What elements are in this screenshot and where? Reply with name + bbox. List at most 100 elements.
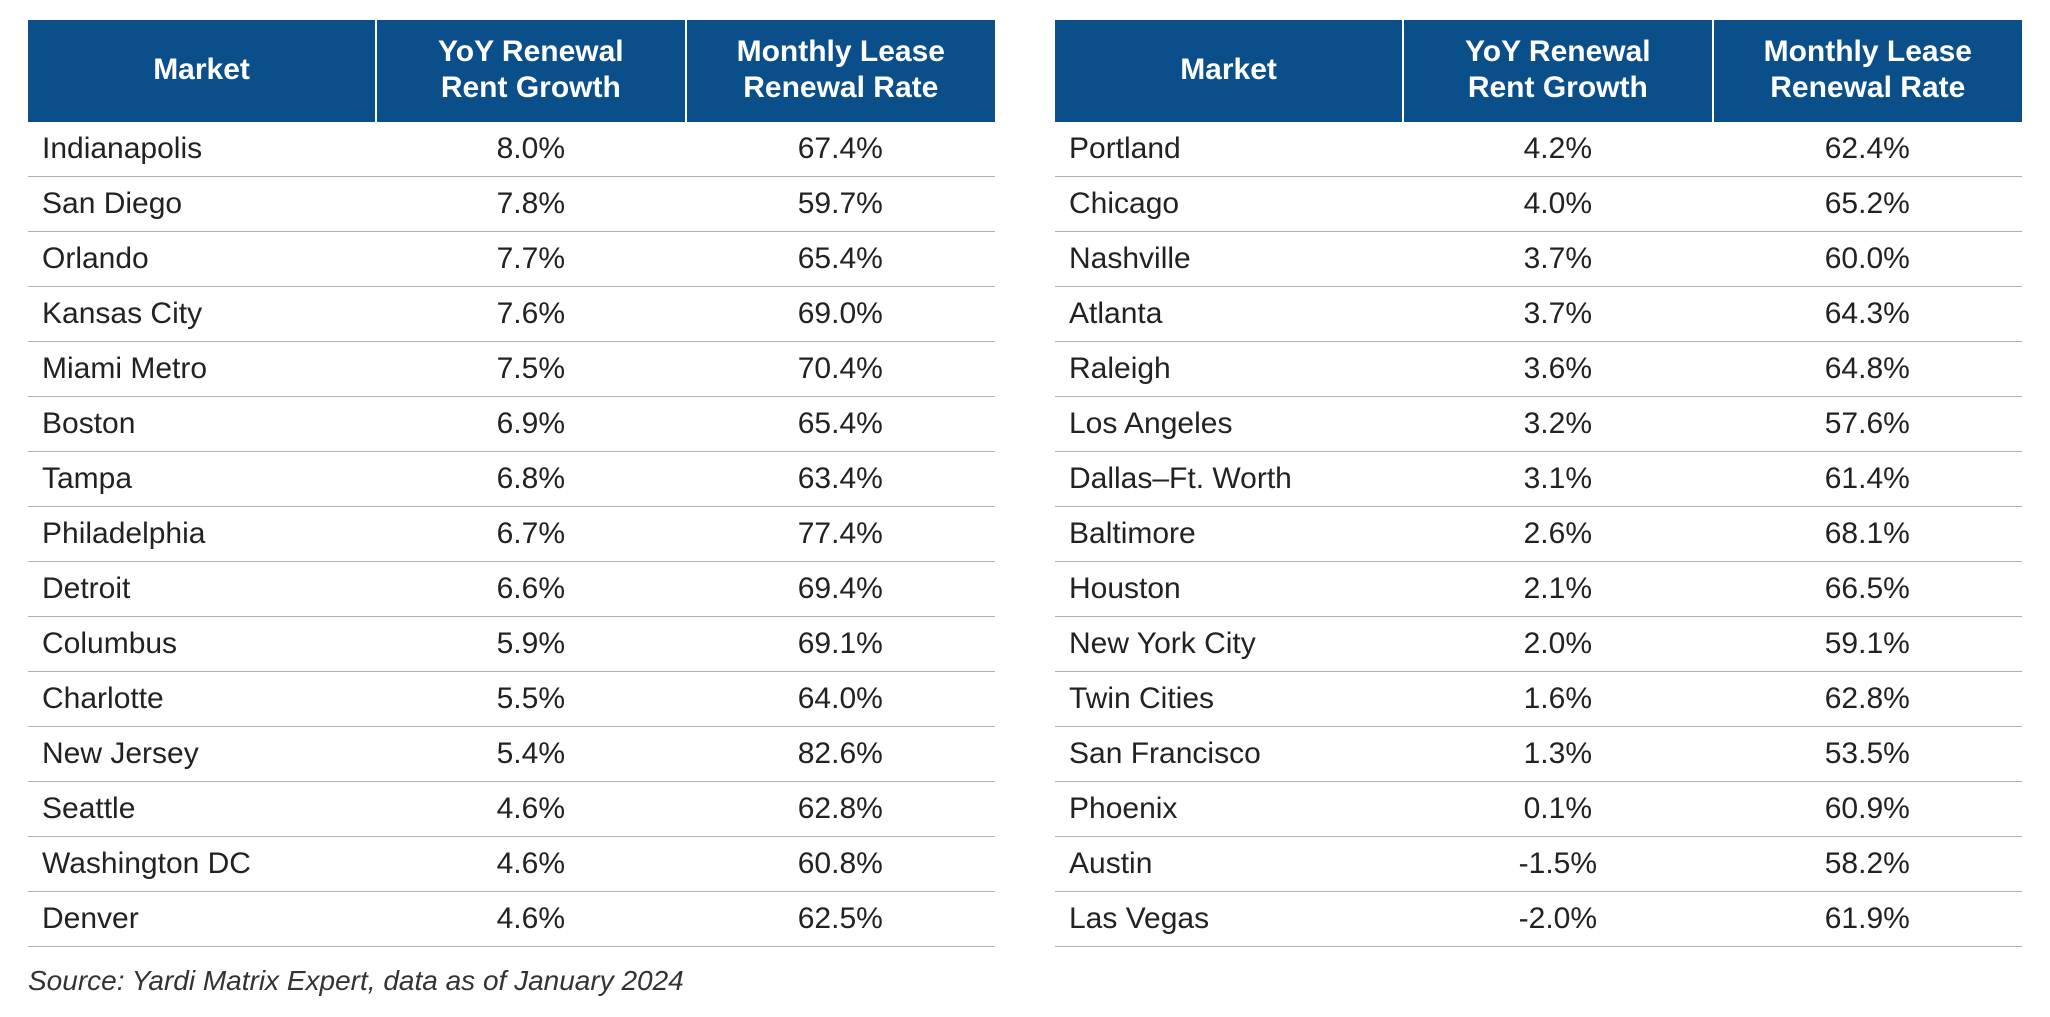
cell-market: Phoenix <box>1055 782 1403 837</box>
table-body-left: Indianapolis8.0%67.4%San Diego7.8%59.7%O… <box>28 122 995 947</box>
table-row: New York City2.0%59.1% <box>1055 617 2022 672</box>
cell-market: Portland <box>1055 122 1403 177</box>
table-row: Columbus5.9%69.1% <box>28 617 995 672</box>
cell-growth: 7.8% <box>376 177 685 232</box>
cell-growth: 1.6% <box>1403 672 1712 727</box>
table-row: Houston2.1%66.5% <box>1055 562 2022 617</box>
cell-growth: 4.0% <box>1403 177 1712 232</box>
table-row: Los Angeles3.2%57.6% <box>1055 397 2022 452</box>
cell-rate: 62.5% <box>686 892 995 947</box>
cell-growth: 0.1% <box>1403 782 1712 837</box>
cell-rate: 68.1% <box>1713 507 2022 562</box>
cell-market: Seattle <box>28 782 376 837</box>
cell-rate: 67.4% <box>686 122 995 177</box>
cell-market: Detroit <box>28 562 376 617</box>
table-header: Market YoY RenewalRent Growth Monthly Le… <box>1055 20 2022 122</box>
cell-rate: 64.3% <box>1713 287 2022 342</box>
table-row: Portland4.2%62.4% <box>1055 122 2022 177</box>
cell-growth: 8.0% <box>376 122 685 177</box>
cell-growth: 2.6% <box>1403 507 1712 562</box>
table-body-right: Portland4.2%62.4%Chicago4.0%65.2%Nashvil… <box>1055 122 2022 947</box>
cell-market: Washington DC <box>28 837 376 892</box>
table-row: Orlando7.7%65.4% <box>28 232 995 287</box>
cell-growth: 2.1% <box>1403 562 1712 617</box>
table-row: Raleigh3.6%64.8% <box>1055 342 2022 397</box>
cell-rate: 58.2% <box>1713 837 2022 892</box>
table-row: Indianapolis8.0%67.4% <box>28 122 995 177</box>
col-header-market: Market <box>28 20 376 122</box>
table-row: Washington DC4.6%60.8% <box>28 837 995 892</box>
cell-rate: 53.5% <box>1713 727 2022 782</box>
cell-market: New Jersey <box>28 727 376 782</box>
cell-rate: 59.1% <box>1713 617 2022 672</box>
col-header-market: Market <box>1055 20 1403 122</box>
cell-growth: -2.0% <box>1403 892 1712 947</box>
cell-growth: 5.4% <box>376 727 685 782</box>
cell-market: Austin <box>1055 837 1403 892</box>
market-table-left: Market YoY RenewalRent Growth Monthly Le… <box>28 20 995 947</box>
cell-growth: 3.7% <box>1403 287 1712 342</box>
cell-rate: 66.5% <box>1713 562 2022 617</box>
cell-market: New York City <box>1055 617 1403 672</box>
cell-rate: 60.9% <box>1713 782 2022 837</box>
table-row: Miami Metro7.5%70.4% <box>28 342 995 397</box>
cell-growth: 5.5% <box>376 672 685 727</box>
cell-market: Boston <box>28 397 376 452</box>
table-row: Boston6.9%65.4% <box>28 397 995 452</box>
cell-market: Charlotte <box>28 672 376 727</box>
cell-growth: 1.3% <box>1403 727 1712 782</box>
col-header-rate: Monthly LeaseRenewal Rate <box>686 20 995 122</box>
table-row: Detroit6.6%69.4% <box>28 562 995 617</box>
cell-growth: 4.6% <box>376 782 685 837</box>
cell-growth: 7.7% <box>376 232 685 287</box>
table-row: Dallas–Ft. Worth3.1%61.4% <box>1055 452 2022 507</box>
table-header: Market YoY RenewalRent Growth Monthly Le… <box>28 20 995 122</box>
cell-rate: 65.2% <box>1713 177 2022 232</box>
cell-growth: 7.6% <box>376 287 685 342</box>
cell-growth: 4.6% <box>376 892 685 947</box>
cell-market: Las Vegas <box>1055 892 1403 947</box>
cell-rate: 60.8% <box>686 837 995 892</box>
cell-market: Indianapolis <box>28 122 376 177</box>
table-row: San Francisco1.3%53.5% <box>1055 727 2022 782</box>
cell-market: Dallas–Ft. Worth <box>1055 452 1403 507</box>
cell-growth: 6.9% <box>376 397 685 452</box>
cell-market: Raleigh <box>1055 342 1403 397</box>
cell-market: Denver <box>28 892 376 947</box>
cell-rate: 60.0% <box>1713 232 2022 287</box>
col-header-growth: YoY RenewalRent Growth <box>376 20 685 122</box>
cell-market: Miami Metro <box>28 342 376 397</box>
cell-growth: 3.7% <box>1403 232 1712 287</box>
cell-market: San Diego <box>28 177 376 232</box>
col-header-growth: YoY RenewalRent Growth <box>1403 20 1712 122</box>
cell-rate: 61.4% <box>1713 452 2022 507</box>
tables-container: Market YoY RenewalRent Growth Monthly Le… <box>28 20 2022 947</box>
cell-market: Columbus <box>28 617 376 672</box>
cell-rate: 65.4% <box>686 232 995 287</box>
table-row: Phoenix0.1%60.9% <box>1055 782 2022 837</box>
cell-rate: 69.0% <box>686 287 995 342</box>
table-row: Atlanta3.7%64.3% <box>1055 287 2022 342</box>
cell-rate: 62.8% <box>686 782 995 837</box>
cell-market: Kansas City <box>28 287 376 342</box>
table-row: Charlotte5.5%64.0% <box>28 672 995 727</box>
cell-rate: 62.8% <box>1713 672 2022 727</box>
cell-market: Nashville <box>1055 232 1403 287</box>
cell-rate: 61.9% <box>1713 892 2022 947</box>
cell-rate: 65.4% <box>686 397 995 452</box>
cell-rate: 62.4% <box>1713 122 2022 177</box>
table-row: Nashville3.7%60.0% <box>1055 232 2022 287</box>
cell-growth: 5.9% <box>376 617 685 672</box>
table-row: Philadelphia6.7%77.4% <box>28 507 995 562</box>
table-row: Austin-1.5%58.2% <box>1055 837 2022 892</box>
table-row: Las Vegas-2.0%61.9% <box>1055 892 2022 947</box>
cell-growth: 7.5% <box>376 342 685 397</box>
cell-growth: 6.8% <box>376 452 685 507</box>
table-row: Baltimore2.6%68.1% <box>1055 507 2022 562</box>
cell-growth: 4.6% <box>376 837 685 892</box>
col-header-rate: Monthly LeaseRenewal Rate <box>1713 20 2022 122</box>
table-row: San Diego7.8%59.7% <box>28 177 995 232</box>
cell-growth: 6.6% <box>376 562 685 617</box>
cell-growth: -1.5% <box>1403 837 1712 892</box>
table-row: Seattle4.6%62.8% <box>28 782 995 837</box>
